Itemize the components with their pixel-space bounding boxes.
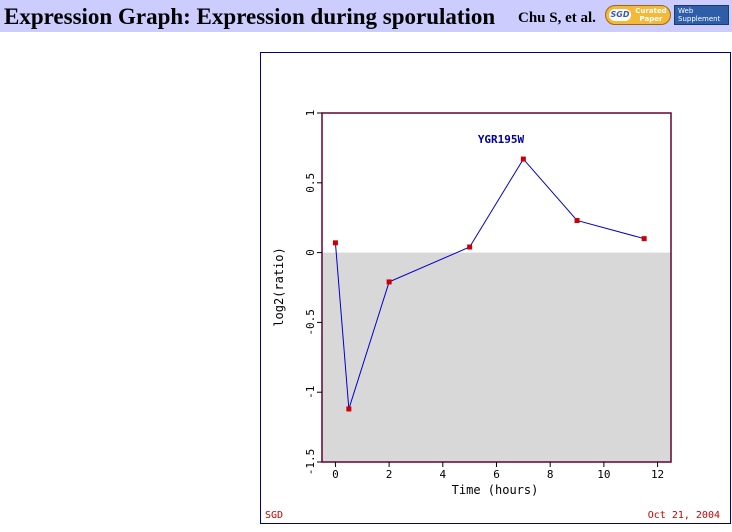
sgd-logo: SGD	[609, 9, 631, 21]
curated-label-line2: Paper	[639, 15, 663, 23]
x-axis-label: Time (hours)	[452, 483, 539, 497]
y-tick-label: 0.5	[304, 173, 317, 193]
x-tick-label: 6	[493, 468, 500, 481]
curated-paper-label: Curated Paper	[633, 7, 669, 23]
web-supplement-label: Web Supplement	[678, 7, 728, 23]
chart-title: YGR195W	[478, 133, 525, 146]
y-tick-label: 0	[304, 249, 317, 256]
web-supplement-button[interactable]: Web Supplement	[674, 5, 729, 25]
x-tick-label: 12	[651, 468, 664, 481]
data-point	[641, 236, 647, 242]
data-point	[467, 244, 473, 250]
y-tick-label: -1	[304, 386, 317, 399]
curated-label-line1: Curated	[635, 7, 667, 15]
data-point	[520, 156, 526, 162]
y-axis-label: log2(ratio)	[272, 247, 286, 326]
data-point	[574, 217, 580, 223]
y-tick-label: -1.5	[304, 449, 317, 476]
x-tick-label: 8	[547, 468, 554, 481]
data-point	[386, 279, 392, 285]
x-tick-label: 2	[386, 468, 393, 481]
header-bar: Expression Graph: Expression during spor…	[0, 0, 732, 32]
x-tick-label: 4	[439, 468, 446, 481]
web-label-line2: Supplement	[678, 15, 721, 23]
author-citation: Chu S, et al.	[518, 10, 596, 26]
data-point	[332, 240, 338, 246]
footer-sgd: SGD	[265, 510, 283, 521]
y-tick-label: -0.5	[304, 309, 317, 336]
data-point	[346, 406, 352, 412]
y-tick-label: 1	[304, 110, 317, 117]
x-tick-label: 10	[597, 468, 610, 481]
page-title: Expression Graph: Expression during spor…	[4, 4, 496, 29]
chart-svg: 0 2 4 6 8 10 12 -1.5 -1 -0.5 0 0.5 1 YGR195W Time (h…	[265, 110, 720, 521]
footer-date: Oct 21, 2004	[648, 510, 720, 521]
expression-graph: 0 2 4 6 8 10 12 -1.5 -1 -0.5 0 0.5 1 YGR195W Time (h…	[260, 52, 731, 524]
negative-region	[322, 252, 671, 462]
sgd-curated-paper-button[interactable]: SGD Curated Paper	[605, 5, 671, 25]
web-label-line1: Web	[678, 7, 694, 15]
x-tick-label: 0	[332, 468, 339, 481]
